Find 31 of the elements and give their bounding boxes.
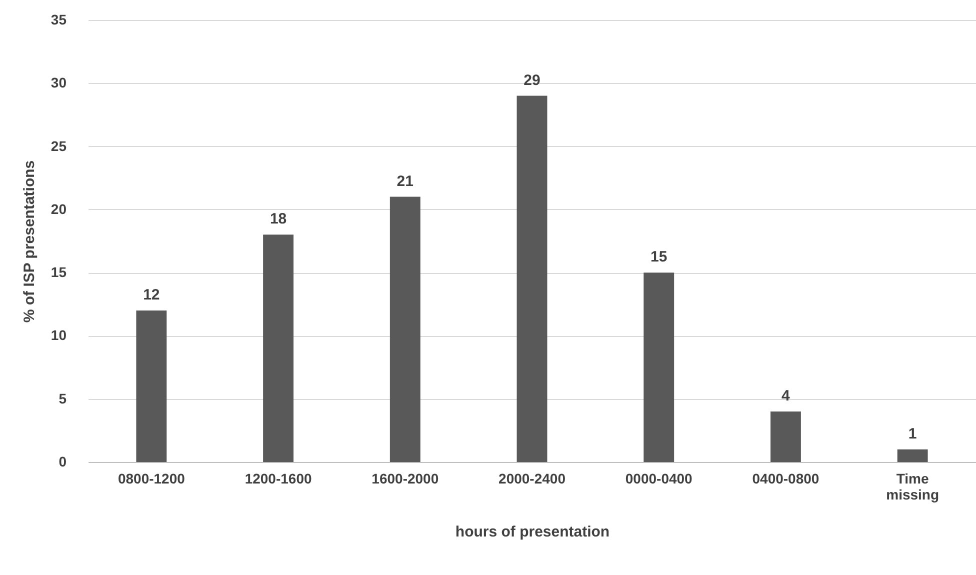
x-tick-label: 2000-2400 (498, 470, 566, 486)
data-label: 12 (143, 286, 160, 304)
x-tick-label: 1200-1600 (244, 470, 312, 486)
data-label: 18 (270, 210, 287, 228)
bar (516, 96, 548, 462)
data-label: 1 (908, 425, 917, 442)
data-label: 29 (524, 72, 540, 89)
y-tick-label: 10 (50, 327, 67, 344)
bar (770, 411, 801, 462)
x-tick-label: 0800-1200 (118, 470, 186, 486)
data-label: 15 (650, 248, 668, 266)
bar (136, 310, 167, 462)
bar (263, 234, 294, 462)
bar (897, 449, 928, 462)
bar (644, 272, 674, 462)
x-axis-title: hours of presentation (455, 524, 610, 540)
data-label: 21 (396, 172, 414, 190)
y-tick-label: 0 (58, 454, 67, 470)
y-tick-label: 5 (58, 390, 67, 406)
y-tick-label: 20 (50, 200, 67, 217)
y-tick-label: 15 (50, 264, 67, 280)
x-tick-label: 1600-2000 (372, 470, 439, 486)
x-tick-label: 0400-0800 (752, 470, 820, 486)
x-tick-label: 0000-0400 (625, 470, 693, 486)
data-label: 4 (782, 387, 791, 404)
y-tick-label: 25 (50, 138, 67, 154)
y-tick-label: 35 (50, 12, 67, 28)
y-axis-title: % of ISP presentations (20, 160, 38, 323)
bar (390, 196, 420, 462)
y-tick-label: 30 (50, 74, 67, 91)
x-tick-label: Time missing (886, 470, 940, 502)
